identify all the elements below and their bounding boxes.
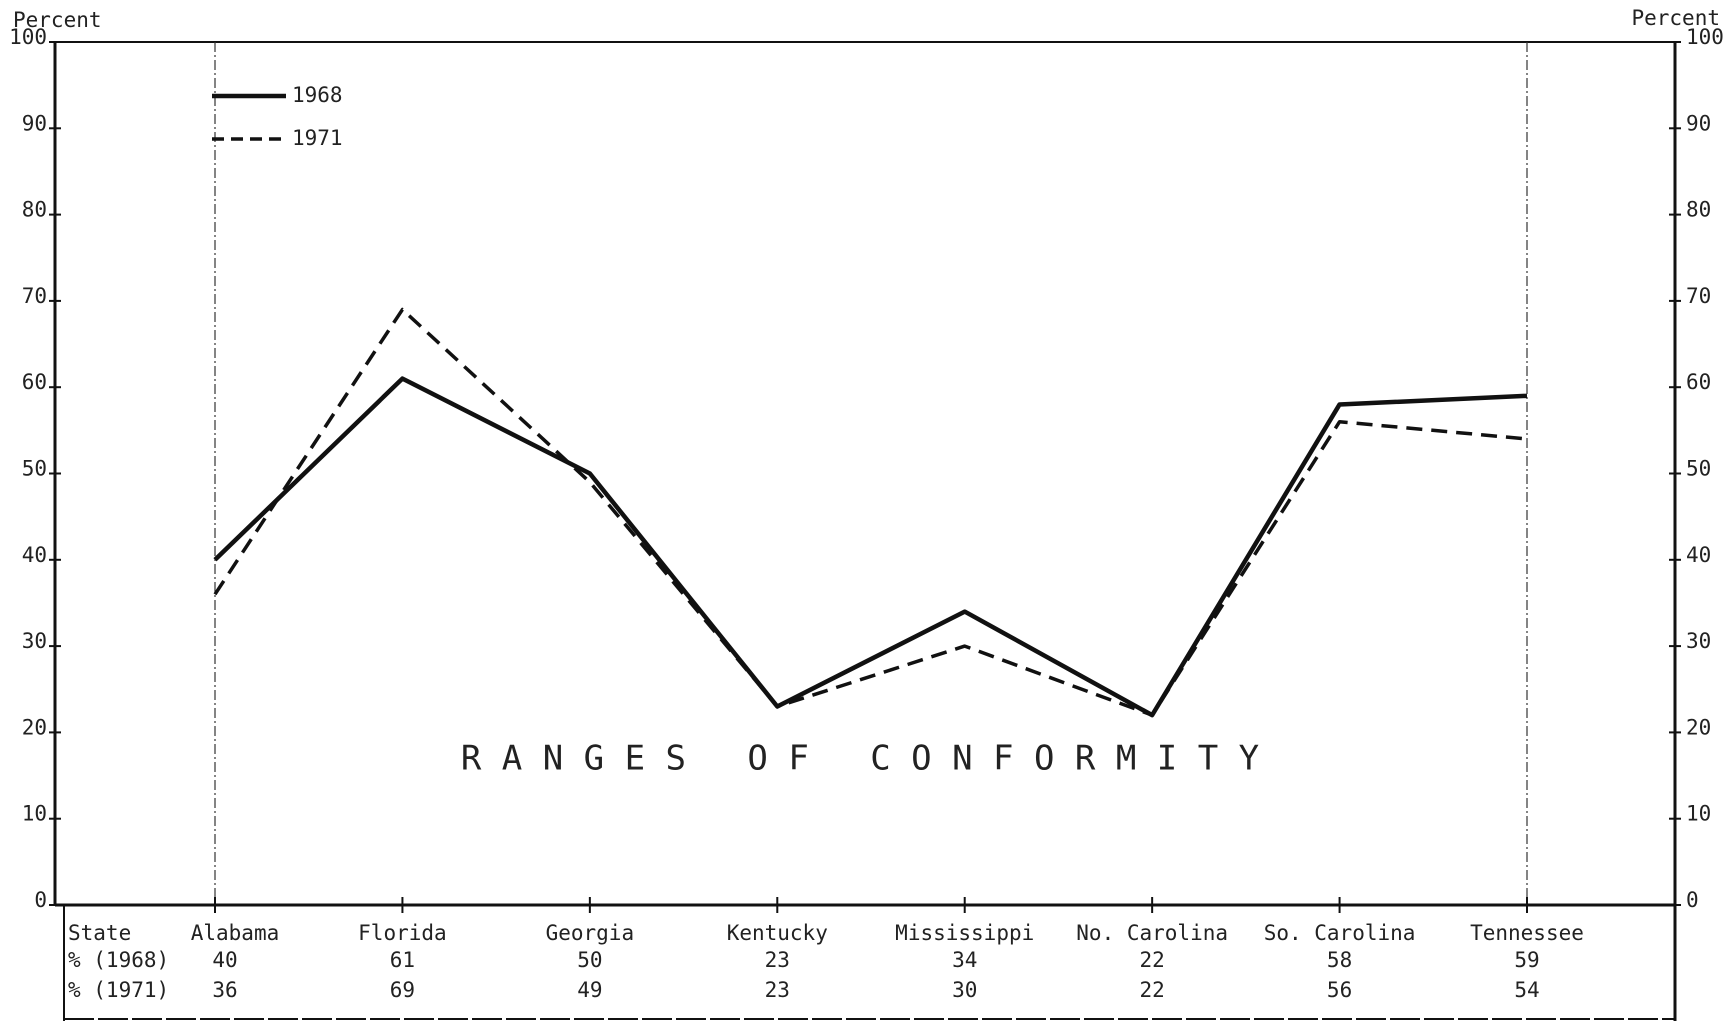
value-label: 34 [952,948,977,972]
y2-tick-label: 70 [1686,284,1711,308]
value-label: 69 [390,978,415,1002]
y2-tick-label: 60 [1686,370,1711,394]
y-tick-label: 70 [22,284,47,308]
value-label: 58 [1327,948,1352,972]
series-line [213,376,1528,718]
y-tick-label: 60 [22,370,47,394]
y2-tick-label: 50 [1686,457,1711,481]
y-tick-label: 30 [22,629,47,653]
value-label: 22 [1139,978,1164,1002]
value-label: 23 [765,978,790,1002]
y-tick-label: 40 [22,543,47,567]
value-label: 30 [952,978,977,1002]
legend-label: 1971 [292,126,343,150]
annotation: R A N G E S O F C O N F O R M I T Y [461,739,1259,779]
y-tick-label: 100 [9,25,47,49]
value-label: 56 [1327,978,1352,1002]
value-label: 36 [212,978,237,1002]
x-tick-label: No. Carolina [1076,921,1228,945]
x-tick-label: Alabama [191,921,280,945]
value-label: 54 [1514,978,1539,1002]
value-label: 49 [577,978,602,1002]
value-label: 23 [765,948,790,972]
value-label: 40 [212,948,237,972]
y2-tick-label: 90 [1686,111,1711,135]
x-tick-label: Mississippi [895,921,1034,945]
y2-tick-label: 20 [1686,715,1711,739]
y-tick-label: 10 [22,802,47,826]
y2-tick-label: 80 [1686,198,1711,222]
y2-tick-label: 10 [1686,802,1711,826]
value-label: 61 [390,948,415,972]
x-tick-label: So. Carolina [1264,921,1416,945]
y2-axis-label: Percent [1631,6,1720,30]
y2-tick-label: 30 [1686,629,1711,653]
y2-tick-label: 0 [1686,888,1699,912]
y-tick-label: 80 [22,198,47,222]
y-tick-label: 0 [34,888,47,912]
x-tick-label: Kentucky [727,921,828,945]
row-label: % (1971) [68,978,169,1002]
value-label: 50 [577,948,602,972]
y-tick-label: 50 [22,457,47,481]
x-tick-label: Georgia [546,921,635,945]
series-line [213,307,1528,717]
value-label: 22 [1139,948,1164,972]
row-label: % (1968) [68,948,169,972]
x-tick-label: Florida [358,921,447,945]
row-label: State [68,921,131,945]
legend-label: 1968 [292,83,343,107]
y-tick-label: 90 [22,111,47,135]
y2-tick-label: 100 [1686,25,1724,49]
value-label: 59 [1514,948,1539,972]
x-tick-label: Tennessee [1470,921,1584,945]
y-axis-label: Percent [13,8,102,32]
y2-tick-label: 40 [1686,543,1711,567]
y-tick-label: 20 [22,715,47,739]
